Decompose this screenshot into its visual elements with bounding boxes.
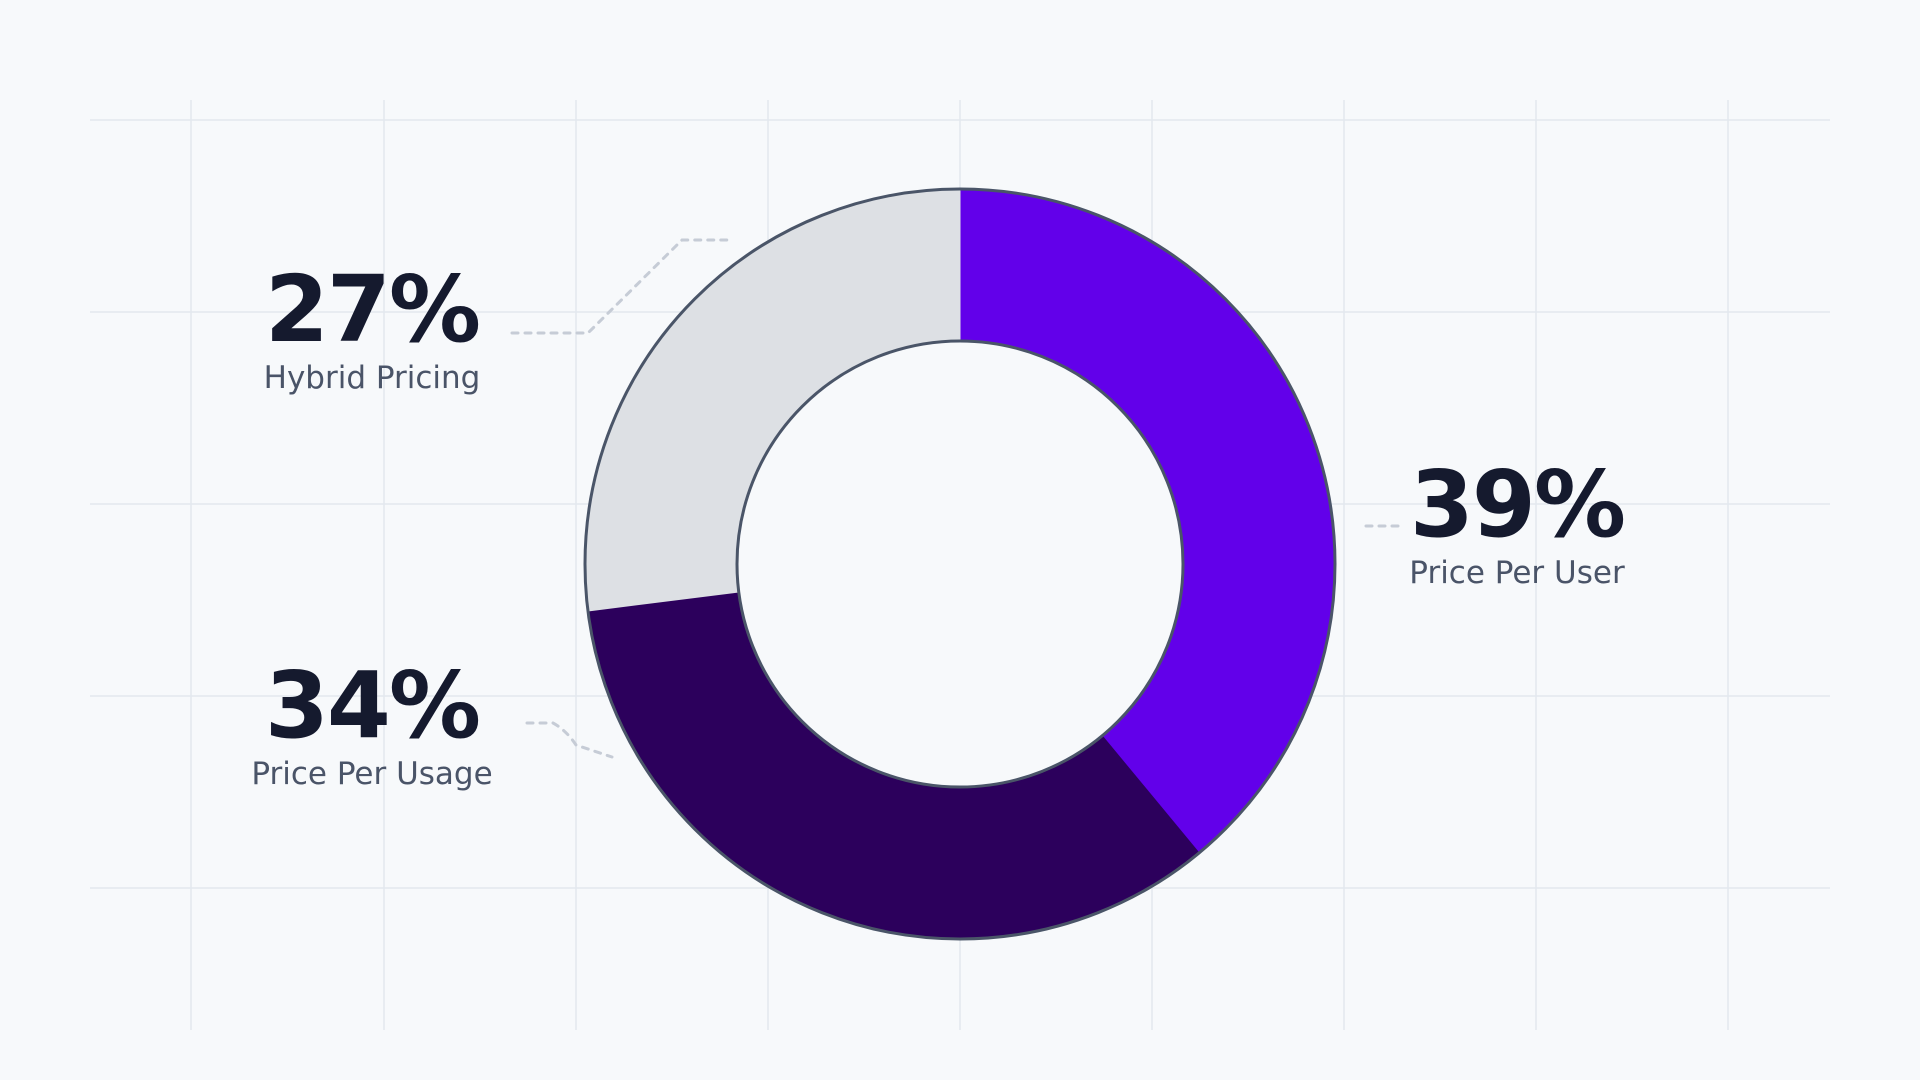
slice-value-hybrid-pricing: 27% <box>264 256 481 363</box>
callout-price-per-usage: 34% Price Per Usage <box>251 660 492 793</box>
slice-label-hybrid-pricing: Hybrid Pricing <box>263 360 481 396</box>
donut-inner-outline <box>735 339 1185 789</box>
slice-label-price-per-usage: Price Per Usage <box>251 756 493 792</box>
callout-price-per-user: 39% Price Per User <box>1409 451 1626 592</box>
donut-outer-outline <box>583 187 1337 941</box>
connector-price-per-usage <box>525 721 614 759</box>
slice-label-price-per-user: Price Per User <box>1409 555 1625 591</box>
callout-hybrid-pricing: 27% Hybrid Pricing <box>264 264 481 397</box>
connector-hybrid-pricing <box>510 238 732 335</box>
slice-value-price-per-user: 39% <box>1409 451 1626 558</box>
slice-value-price-per-usage: 34% <box>264 652 481 759</box>
